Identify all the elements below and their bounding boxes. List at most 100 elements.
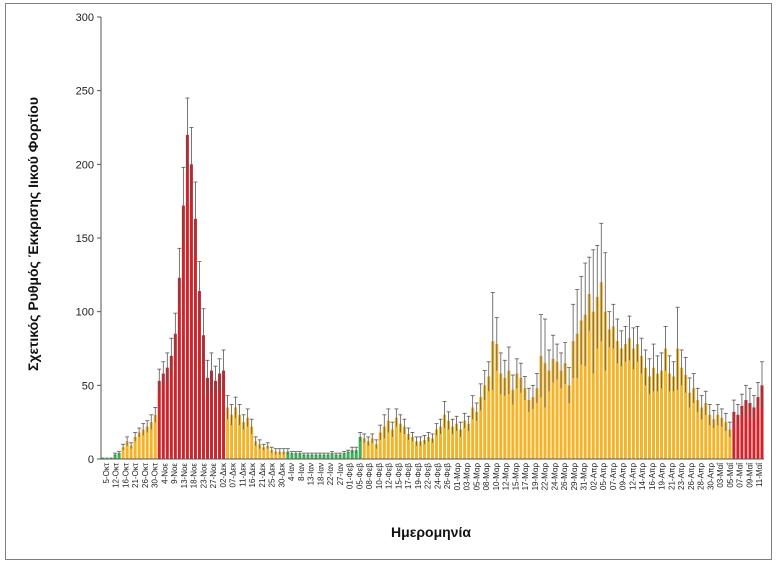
y-tick-label: 300: [76, 12, 94, 24]
x-tick-label: 12-Απρ: [628, 463, 637, 490]
bar: [503, 377, 507, 459]
bar: [631, 348, 635, 459]
bar: [688, 392, 692, 459]
bar: [748, 403, 752, 459]
bar: [555, 361, 559, 459]
bar: [579, 320, 583, 459]
bar: [672, 376, 676, 459]
bar: [197, 291, 201, 459]
bar: [635, 344, 639, 459]
x-tick-label: 26-Φεβ: [443, 463, 452, 490]
bar: [226, 407, 230, 459]
bar: [246, 417, 250, 459]
bar: [157, 380, 161, 459]
bar: [607, 329, 611, 459]
bar: [306, 454, 310, 459]
bar: [680, 367, 684, 459]
x-tick-label: 28-Απρ: [697, 463, 706, 490]
bar: [531, 397, 535, 459]
bar: [330, 453, 334, 459]
x-tick-label: 03-Μαρ: [463, 463, 472, 491]
y-tick-label: 200: [76, 159, 94, 171]
bar: [752, 407, 756, 459]
bar: [479, 397, 483, 459]
bar: [125, 441, 129, 459]
bar: [451, 426, 455, 459]
x-tick-label: 18-Ιαν: [316, 463, 325, 485]
bar: [342, 453, 346, 459]
bar: [623, 344, 627, 459]
bar: [430, 438, 434, 459]
bar: [177, 277, 181, 459]
bar: [547, 370, 551, 459]
bar: [414, 441, 418, 459]
bar: [222, 370, 226, 459]
bar: [193, 218, 197, 459]
bars: [101, 97, 764, 459]
bar: [314, 454, 318, 459]
bar: [302, 454, 306, 459]
bar: [370, 438, 374, 459]
x-tick-label: 11-Δεκ: [238, 462, 247, 487]
bar: [218, 373, 222, 459]
y-tick-label: 250: [76, 86, 94, 98]
bar: [435, 429, 439, 459]
bar: [322, 454, 326, 459]
x-tick-label: 12-Οκτ: [112, 462, 121, 488]
bar: [643, 367, 647, 459]
x-tick-label: 01-Φεβ: [346, 463, 355, 490]
x-tick-label: 07-Μαΐ: [736, 462, 745, 488]
bar: [443, 414, 447, 459]
bar: [145, 426, 149, 459]
bar: [298, 453, 302, 459]
bar: [543, 363, 547, 459]
bar: [487, 376, 491, 459]
x-tick-label: 4-Ιαν: [287, 463, 296, 481]
x-tick-label: 31-Μαρ: [580, 463, 589, 491]
x-tick-label: 05-Απρ: [599, 463, 608, 490]
bar: [109, 457, 113, 459]
bar: [338, 454, 342, 459]
x-tick-label: 09-Μαΐ: [745, 462, 754, 488]
bar: [358, 436, 362, 459]
bar: [459, 429, 463, 459]
y-tick-label: 100: [76, 307, 94, 319]
bar: [535, 388, 539, 459]
x-tick-label: 30-Δεκ: [277, 462, 286, 487]
bar: [374, 444, 378, 459]
bar: [467, 423, 471, 459]
bar: [422, 439, 426, 459]
bar: [165, 367, 169, 459]
bar: [551, 358, 555, 459]
bar: [258, 444, 262, 459]
bar: [201, 335, 205, 459]
bar: [760, 385, 764, 459]
bar: [286, 451, 290, 459]
bar: [483, 385, 487, 459]
x-tick-label: 02-Δεκ: [219, 462, 228, 487]
bar: [153, 414, 157, 459]
x-tick-label: 8-Ιαν: [297, 463, 306, 481]
bar: [684, 375, 688, 459]
bar: [724, 422, 728, 459]
bar: [455, 423, 459, 459]
x-tick-label: 05-Μαΐ: [726, 462, 735, 488]
x-tick-label: 05-Φεβ: [355, 463, 364, 490]
bar: [117, 453, 121, 459]
bar: [491, 341, 495, 459]
bar: [230, 414, 234, 459]
bar: [234, 407, 238, 459]
bar: [137, 432, 141, 459]
bar: [696, 400, 700, 459]
bar: [639, 355, 643, 459]
y-tick-label: 50: [82, 380, 94, 392]
bar: [426, 436, 430, 459]
bar: [539, 355, 543, 459]
bar: [668, 373, 672, 459]
bar: [242, 422, 246, 459]
y-axis-title: Σχετικός Ρυθμός Έκκρισης Ιικού Φορτίου: [25, 97, 41, 371]
bar: [563, 363, 567, 459]
y-tick-label: 0: [88, 454, 94, 466]
bar: [627, 338, 631, 459]
bar: [214, 380, 218, 459]
